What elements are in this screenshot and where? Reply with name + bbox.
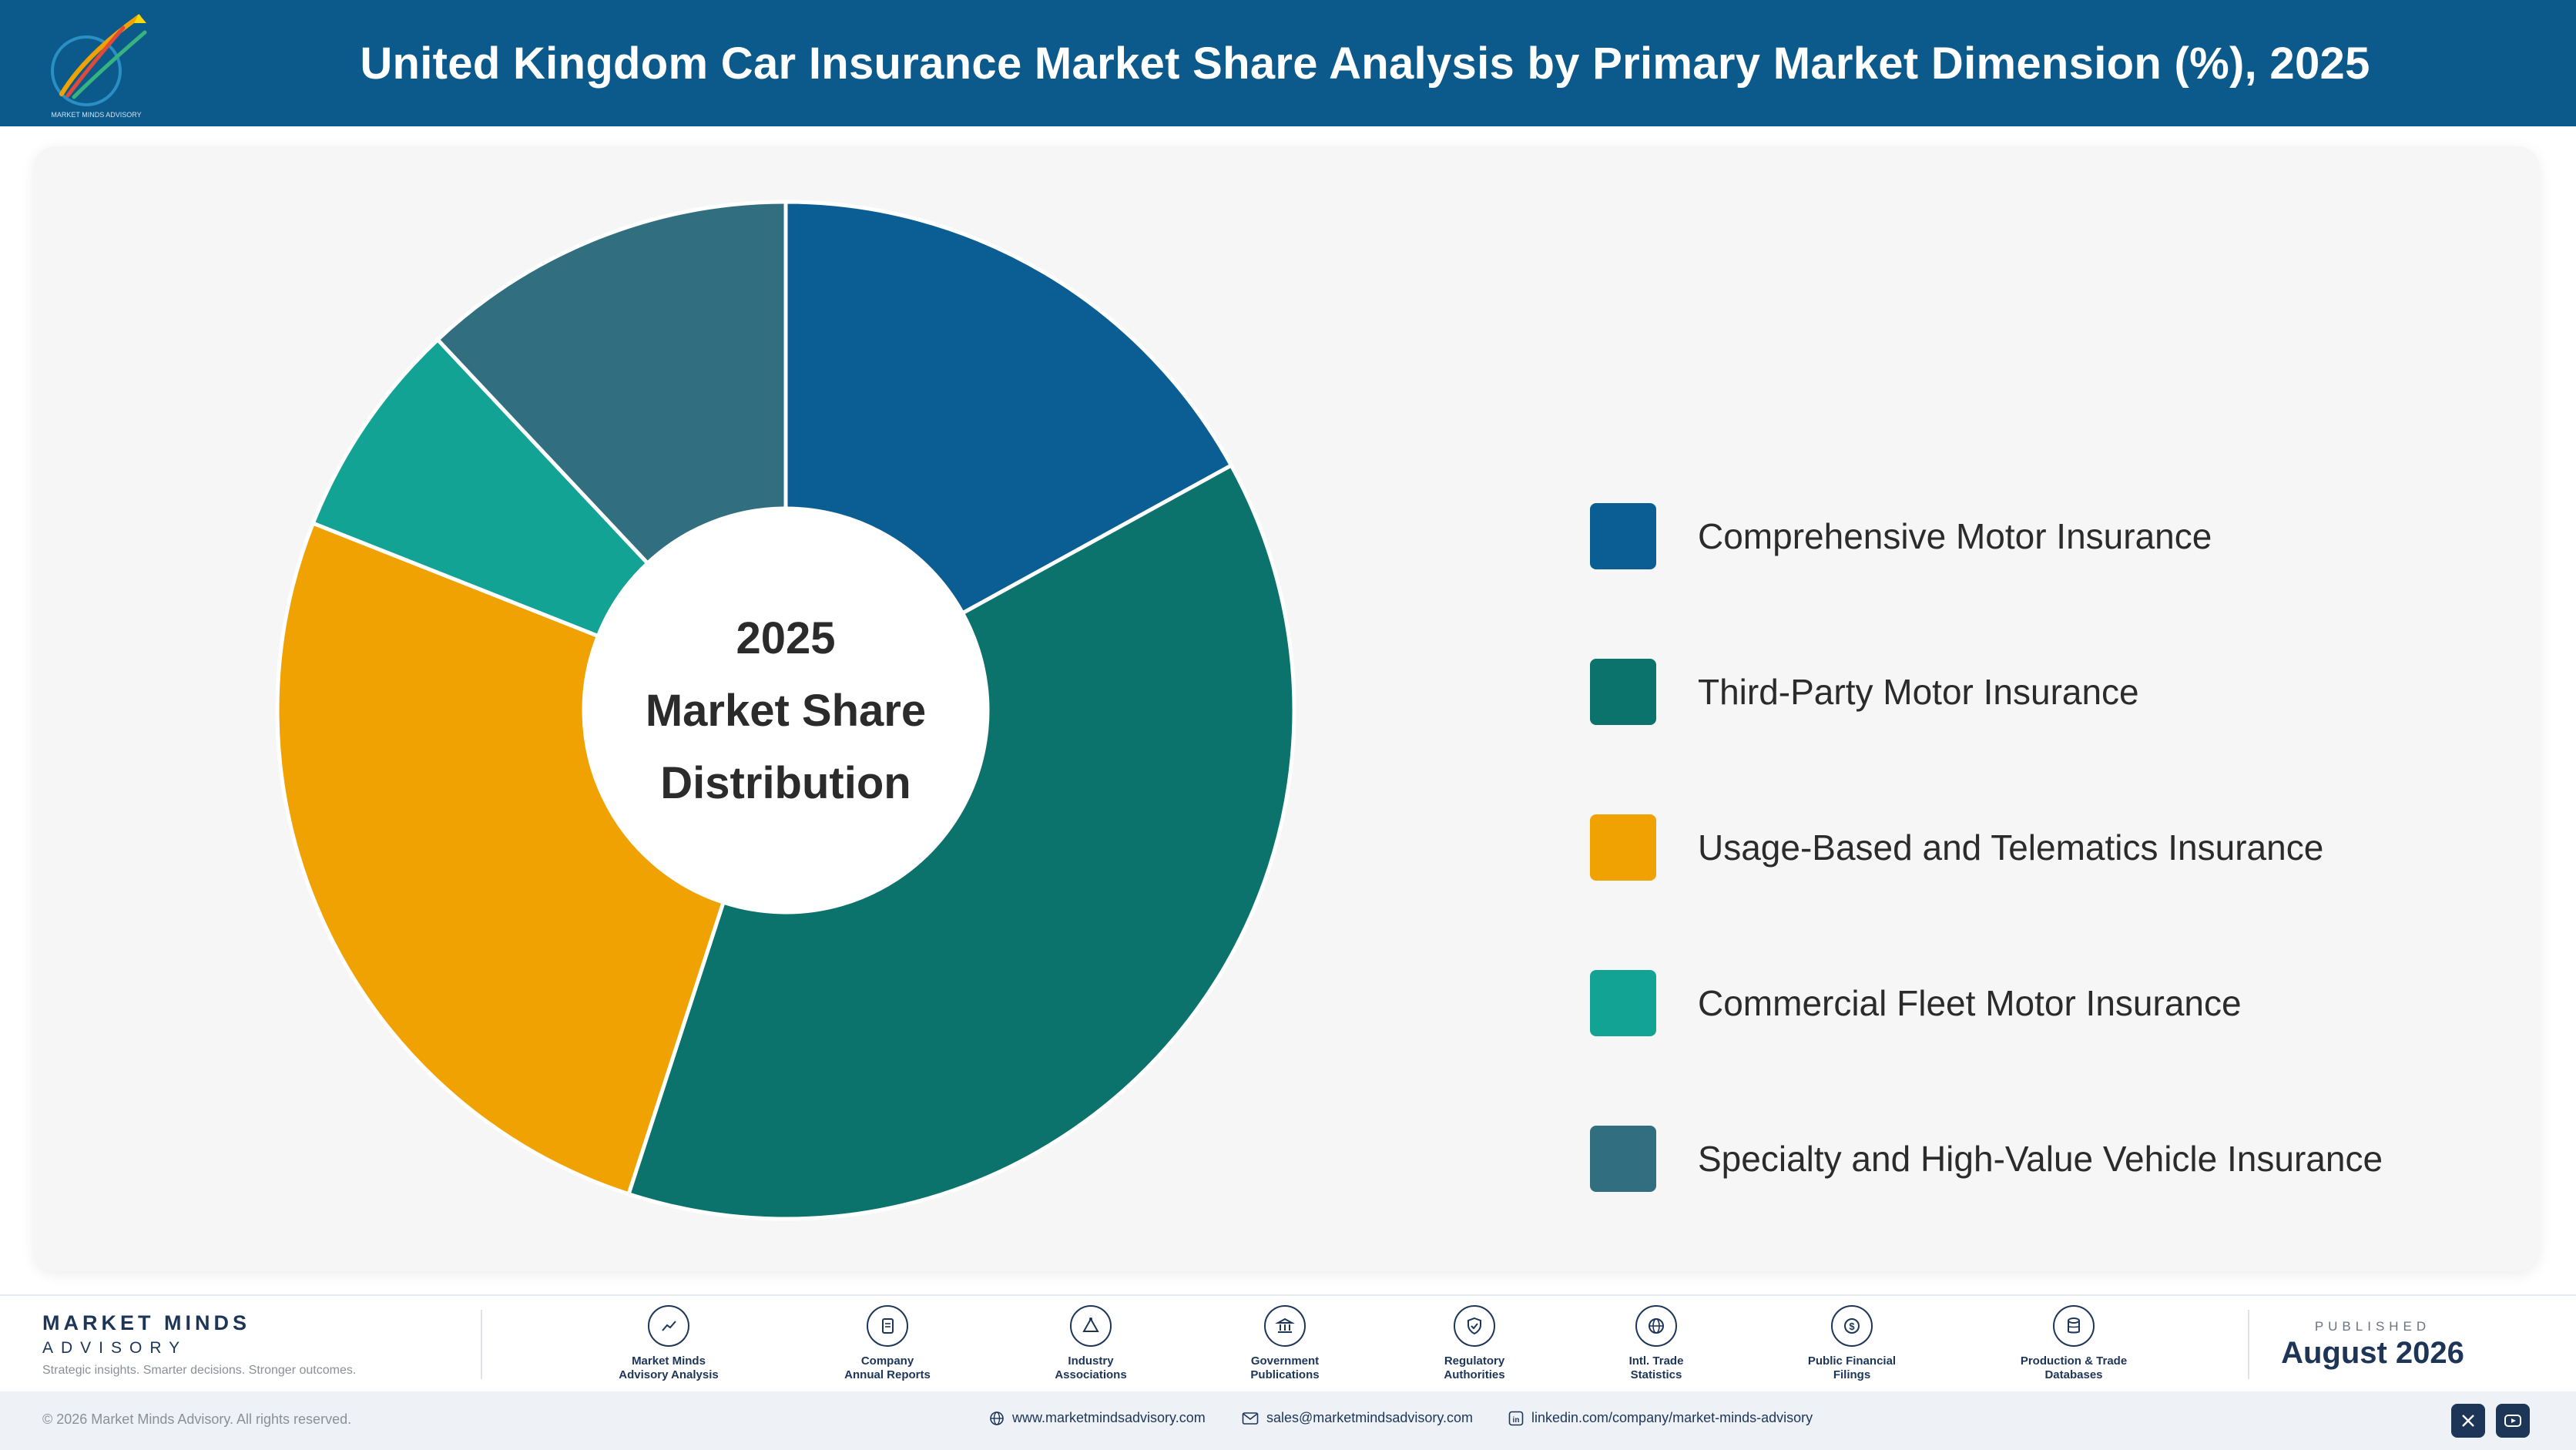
legend-item: Usage-Based and Telematics Insurance <box>1590 814 2323 881</box>
x-logo-icon <box>2462 1415 2474 1427</box>
chart-card: 2025 Market Share Distribution Comprehensi… <box>34 146 2539 1271</box>
brand-name: MARKET MINDS <box>42 1311 250 1334</box>
source-item: Market Minds Advisory Analysis <box>592 1305 746 1382</box>
source-label: Company Annual Reports <box>844 1354 931 1381</box>
company-logo: MARKET MINDS ADVISORY <box>51 14 147 119</box>
youtube-social-button[interactable] <box>2496 1404 2530 1438</box>
source-label: Government Publications <box>1250 1354 1320 1381</box>
legend-label: Specialty and High-Value Vehicle Insuran… <box>1698 1139 2383 1179</box>
page-title: United Kingdom Car Insurance Market Shar… <box>360 38 2370 89</box>
legend-swatch <box>1590 814 1656 881</box>
source-item: Industry Associations <box>1014 1305 1168 1382</box>
divider <box>481 1310 482 1379</box>
source-item: Company Annual Reports <box>810 1305 964 1382</box>
legend-label: Comprehensive Motor Insurance <box>1698 516 2212 556</box>
center-label-line-2: Market Share <box>646 686 926 736</box>
footer-contact-bar: © 2026 Market Minds Advisory. All rights… <box>0 1391 2576 1450</box>
legend-label: Usage-Based and Telematics Insurance <box>1698 827 2324 868</box>
website-text: www.marketmindsadvisory.com <box>1012 1410 1206 1425</box>
source-item: Government Publications <box>1208 1305 1362 1382</box>
source-label: Public Financial Filings <box>1807 1354 1897 1381</box>
trend-line-icon <box>648 1305 689 1347</box>
source-item: Production & Trade Databases <box>1997 1305 2151 1382</box>
youtube-icon <box>2504 1415 2521 1427</box>
email-link[interactable]: sales@marketmindsadvisory.com <box>1242 1410 1473 1426</box>
published-label: PUBLISHED <box>2314 1319 2431 1334</box>
legend-item: Specialty and High-Value Vehicle Insuran… <box>1590 1125 2383 1193</box>
legend-item: Commercial Fleet Motor Insurance <box>1590 969 2242 1037</box>
source-label: Regulatory Authorities <box>1444 1354 1505 1381</box>
legend-item: Third-Party Motor Insurance <box>1590 658 2139 726</box>
donut-chart: 2025 Market Share Distribution <box>275 200 1296 1221</box>
center-label-line-1: 2025 <box>736 613 835 663</box>
database-icon <box>2053 1305 2095 1347</box>
svg-text:$: $ <box>1849 1321 1855 1332</box>
divider <box>2248 1310 2249 1379</box>
legend-swatch <box>1590 1126 1656 1192</box>
linkedin-icon: in <box>1508 1411 1524 1425</box>
globe-icon <box>990 1411 1004 1425</box>
linkedin-text: linkedin.com/company/market-minds-adviso… <box>1531 1410 1813 1425</box>
copyright-text: © 2026 Market Minds Advisory. All rights… <box>42 1411 352 1427</box>
x-social-button[interactable] <box>2451 1404 2485 1438</box>
legend-swatch <box>1590 503 1656 569</box>
currency-icon: $ <box>1831 1305 1873 1347</box>
globe-icon <box>1635 1305 1677 1347</box>
legend-item: Comprehensive Motor Insurance <box>1590 502 2212 570</box>
footer-sources-bar: MARKET MINDS ADVISORY Strategic insights… <box>0 1294 2576 1390</box>
svg-text:in: in <box>1513 1416 1520 1425</box>
published-date: August 2026 <box>2281 1336 2464 1370</box>
source-item: $ Public Financial Filings <box>1775 1305 1929 1382</box>
linkedin-link[interactable]: in linkedin.com/company/market-minds-adv… <box>1508 1410 1813 1426</box>
source-item: Regulatory Authorities <box>1397 1305 1551 1382</box>
header-bar: MARKET MINDS ADVISORY United Kingdom Car… <box>0 0 2576 126</box>
center-label-line-3: Distribution <box>660 758 911 808</box>
mail-icon <box>1242 1411 1259 1425</box>
source-label: Industry Associations <box>1055 1354 1127 1381</box>
source-label: Market Minds Advisory Analysis <box>619 1354 719 1381</box>
document-icon <box>867 1305 908 1347</box>
svg-text:MARKET MINDS ADVISORY: MARKET MINDS ADVISORY <box>51 111 141 119</box>
network-icon <box>1070 1305 1112 1347</box>
brand-subtitle: ADVISORY <box>42 1339 188 1357</box>
email-text: sales@marketmindsadvisory.com <box>1266 1410 1474 1425</box>
legend-swatch <box>1590 970 1656 1036</box>
brand-tagline: Strategic insights. Smarter decisions. S… <box>42 1364 357 1377</box>
donut-center <box>584 509 988 912</box>
source-label: Intl. Trade Statistics <box>1628 1354 1684 1381</box>
shield-check-icon <box>1454 1305 1495 1347</box>
legend-label: Commercial Fleet Motor Insurance <box>1698 983 2242 1023</box>
source-item: Intl. Trade Statistics <box>1579 1305 1733 1382</box>
legend-swatch <box>1590 659 1656 725</box>
website-link[interactable]: www.marketmindsadvisory.com <box>989 1410 1206 1426</box>
legend-label: Third-Party Motor Insurance <box>1698 672 2139 712</box>
government-building-icon <box>1264 1305 1306 1347</box>
source-label: Production & Trade Databases <box>2020 1354 2128 1381</box>
